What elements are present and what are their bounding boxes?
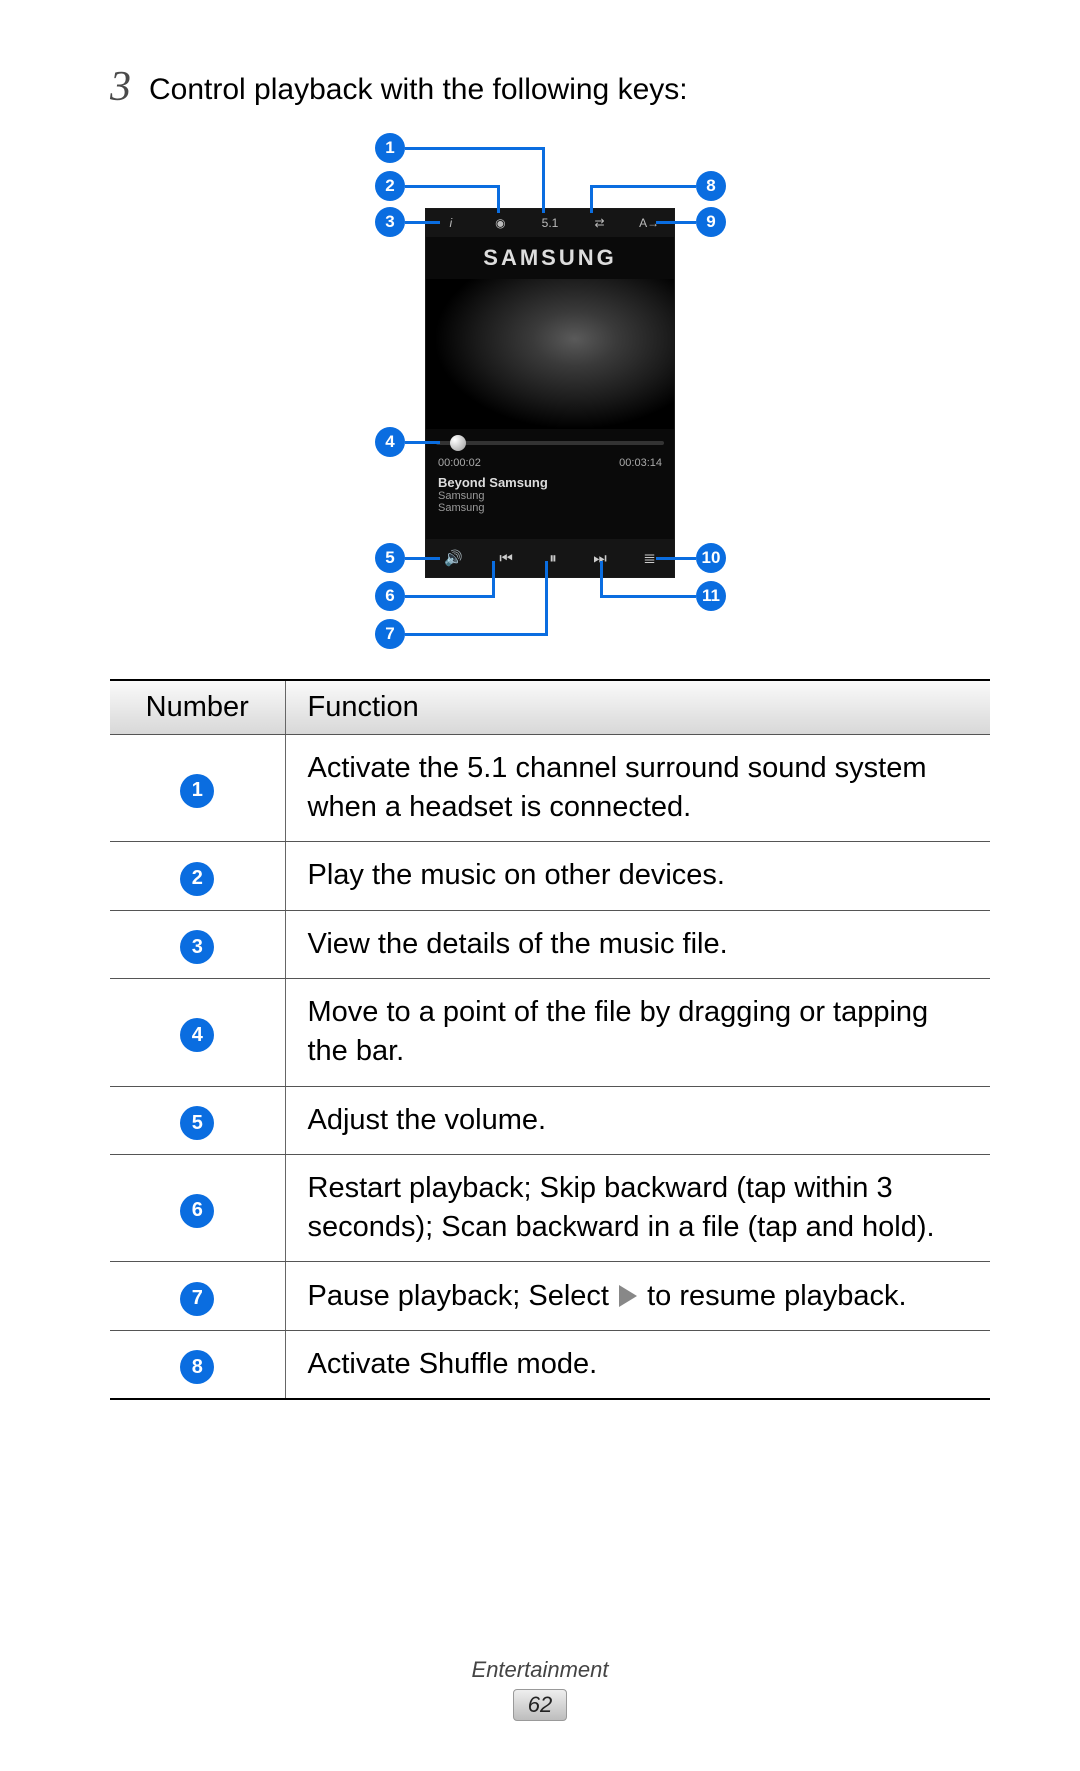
callout-7: 7 <box>375 619 405 649</box>
table-row: 3 View the details of the music file. <box>110 910 990 979</box>
pause-icon: ⏸ <box>549 550 557 567</box>
step-number: 3 <box>110 66 131 108</box>
play-icon <box>619 1285 637 1307</box>
table-row: 7 Pause playback; Select to resume playba… <box>110 1262 990 1331</box>
shuffle-icon: ⇄ <box>580 214 620 232</box>
table-row: 6 Restart playback; Skip backward (tap wi… <box>110 1155 990 1262</box>
phone-controls: 🔊 ⏮ ⏸ ⏭ ≣ <box>426 539 674 577</box>
number-badge: 8 <box>180 1350 214 1384</box>
track-title: Beyond Samsung <box>438 475 548 490</box>
table-row: 5 Adjust the volume. <box>110 1086 990 1155</box>
album-art <box>426 279 674 429</box>
row-number-cell: 3 <box>110 910 285 979</box>
row-number-cell: 7 <box>110 1262 285 1331</box>
table-row: 1 Activate the 5.1 channel surround sound… <box>110 735 990 842</box>
allshare-icon: ◉ <box>480 214 520 232</box>
row-number-cell: 4 <box>110 979 285 1086</box>
track-meta: Beyond Samsung Samsung Samsung <box>438 475 548 514</box>
callout-3: 3 <box>375 207 405 237</box>
list-icon: ≣ <box>643 549 656 567</box>
callout-diagram: 1 2 3 4 5 6 7 8 9 10 11 i ◉ 5.1 ⇄ A→ SAM… <box>270 133 830 653</box>
callout-5: 5 <box>375 543 405 573</box>
instruction-step: 3 Control playback with the following ke… <box>110 70 990 109</box>
row-function-cell: Adjust the volume. <box>285 1086 990 1155</box>
row-function-cell: Activate the 5.1 channel surround sound … <box>285 735 990 842</box>
callout-10: 10 <box>696 543 726 573</box>
number-badge: 4 <box>180 1018 214 1052</box>
function-table: Number Function 1 Activate the 5.1 channe… <box>110 679 990 1400</box>
page-number: 62 <box>513 1689 567 1721</box>
time-total: 00:03:14 <box>619 457 662 469</box>
step-text: Control playback with the following keys… <box>149 70 688 109</box>
phone-topbar: i ◉ 5.1 ⇄ A→ <box>426 209 674 237</box>
col-number: Number <box>110 680 285 735</box>
row-function-cell: Play the music on other devices. <box>285 842 990 911</box>
page-footer: Entertainment 62 <box>0 1657 1080 1721</box>
phone-screenshot: i ◉ 5.1 ⇄ A→ SAMSUNG 00:00:02 00:03:14 B… <box>425 208 675 578</box>
progress-bar <box>436 441 664 445</box>
callout-1: 1 <box>375 133 405 163</box>
number-badge: 1 <box>180 774 214 808</box>
table-row: 8 Activate Shuffle mode. <box>110 1330 990 1399</box>
row-function-cell: Move to a point of the file by dragging … <box>285 979 990 1086</box>
track-album: Samsung <box>438 502 548 514</box>
surround-icon: 5.1 <box>530 214 570 232</box>
number-badge: 7 <box>180 1282 214 1316</box>
callout-11: 11 <box>696 581 726 611</box>
row-number-cell: 5 <box>110 1086 285 1155</box>
time-row: 00:00:02 00:03:14 <box>438 457 662 469</box>
table-row: 2 Play the music on other devices. <box>110 842 990 911</box>
callout-6: 6 <box>375 581 405 611</box>
row-number-cell: 2 <box>110 842 285 911</box>
time-elapsed: 00:00:02 <box>438 457 481 469</box>
row-function-cell: Pause playback; Select to resume playbac… <box>285 1262 990 1331</box>
col-function: Function <box>285 680 990 735</box>
row-number-cell: 1 <box>110 735 285 842</box>
section-label: Entertainment <box>0 1657 1080 1683</box>
prev-icon: ⏮ <box>499 550 513 567</box>
brand-label: SAMSUNG <box>426 245 674 271</box>
number-badge: 3 <box>180 930 214 964</box>
callout-2: 2 <box>375 171 405 201</box>
number-badge: 2 <box>180 862 214 896</box>
number-badge: 5 <box>180 1106 214 1140</box>
row-function-cell: Activate Shuffle mode. <box>285 1330 990 1399</box>
row-number-cell: 8 <box>110 1330 285 1399</box>
track-artist: Samsung <box>438 490 548 502</box>
callout-4: 4 <box>375 427 405 457</box>
progress-knob <box>450 435 466 451</box>
table-row: 4 Move to a point of the file by dragging… <box>110 979 990 1086</box>
callout-8: 8 <box>696 171 726 201</box>
volume-icon: 🔊 <box>444 549 463 567</box>
row-function-cell: View the details of the music file. <box>285 910 990 979</box>
row-number-cell: 6 <box>110 1155 285 1262</box>
number-badge: 6 <box>180 1194 214 1228</box>
row-function-cell: Restart playback; Skip backward (tap wit… <box>285 1155 990 1262</box>
callout-9: 9 <box>696 207 726 237</box>
